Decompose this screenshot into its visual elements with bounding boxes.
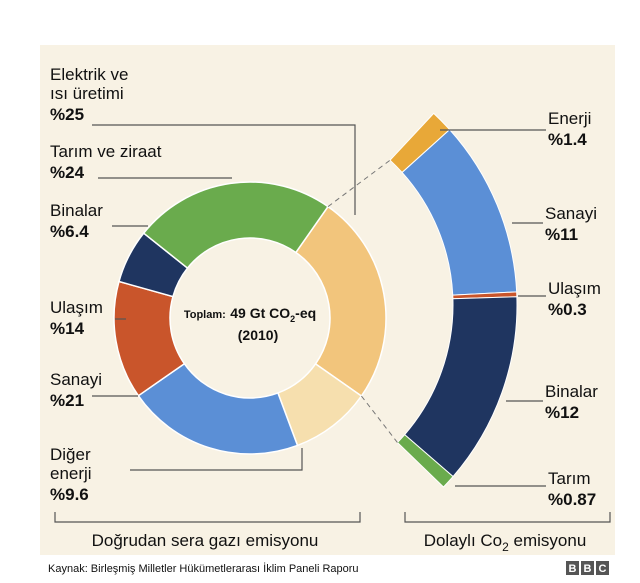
value-label: %6.4 xyxy=(50,222,89,241)
direct-label: Doğrudan sera gazı emisyonu xyxy=(92,531,319,550)
center-year: (2010) xyxy=(238,327,278,343)
leader-line xyxy=(130,448,303,471)
logo-box xyxy=(596,561,609,575)
value-label: %11 xyxy=(545,225,578,244)
category-label: ısı üretimi xyxy=(50,84,124,103)
center-prefix: Toplam: xyxy=(184,309,226,321)
value-label: %25 xyxy=(50,105,84,124)
category-label: Binalar xyxy=(50,201,103,220)
center-label: Toplam: 49 Gt CO2-eq xyxy=(184,305,316,324)
value-label: %21 xyxy=(50,391,84,410)
category-label: Enerji xyxy=(548,109,591,128)
logo-box xyxy=(566,561,579,575)
bracket xyxy=(54,512,361,523)
category-label: enerji xyxy=(50,464,92,483)
value-label: %24 xyxy=(50,163,85,182)
indirect-main: Dolaylı Co xyxy=(424,531,502,550)
value-label: %12 xyxy=(545,403,579,422)
connector xyxy=(327,159,391,207)
category-label: Sanayi xyxy=(545,204,597,223)
logo-letter: C xyxy=(599,563,607,575)
category-label: Tarım xyxy=(548,469,591,488)
connector xyxy=(361,395,398,443)
category-label: Sanayi xyxy=(50,370,102,389)
source: Kaynak: Birleşmiş Milletler Hükümetlerar… xyxy=(48,562,359,575)
center-suffix: -eq xyxy=(295,305,316,321)
category-label: Tarım ve ziraat xyxy=(50,142,162,161)
value-label: %0.87 xyxy=(548,490,596,509)
category-label: Ulaşım xyxy=(50,298,103,317)
logo-letter: B xyxy=(569,563,577,575)
bracket xyxy=(404,512,611,523)
value-label: %14 xyxy=(50,319,85,338)
indirect-label: Dolaylı Co2 emisyonu xyxy=(424,531,587,554)
indirect-suffix: emisyonu xyxy=(509,531,586,550)
value-label: %1.4 xyxy=(548,130,587,149)
value-label: %9.6 xyxy=(50,485,89,504)
category-label: Diğer xyxy=(50,445,91,464)
indirect-sub: 2 xyxy=(502,540,509,554)
logo-letter: B xyxy=(584,563,592,575)
logo-box xyxy=(581,561,594,575)
center-sub: 2 xyxy=(290,314,295,324)
category-label: Binalar xyxy=(545,382,598,401)
leader-line xyxy=(92,124,356,215)
category-label: Ulaşım xyxy=(548,279,601,298)
category-label: Elektrik ve xyxy=(50,65,128,84)
donut-segment xyxy=(294,205,387,398)
center-main: 49 Gt CO xyxy=(230,305,290,321)
value-label: %0.3 xyxy=(548,300,587,319)
marks xyxy=(113,112,518,488)
donut-segment xyxy=(142,181,330,270)
